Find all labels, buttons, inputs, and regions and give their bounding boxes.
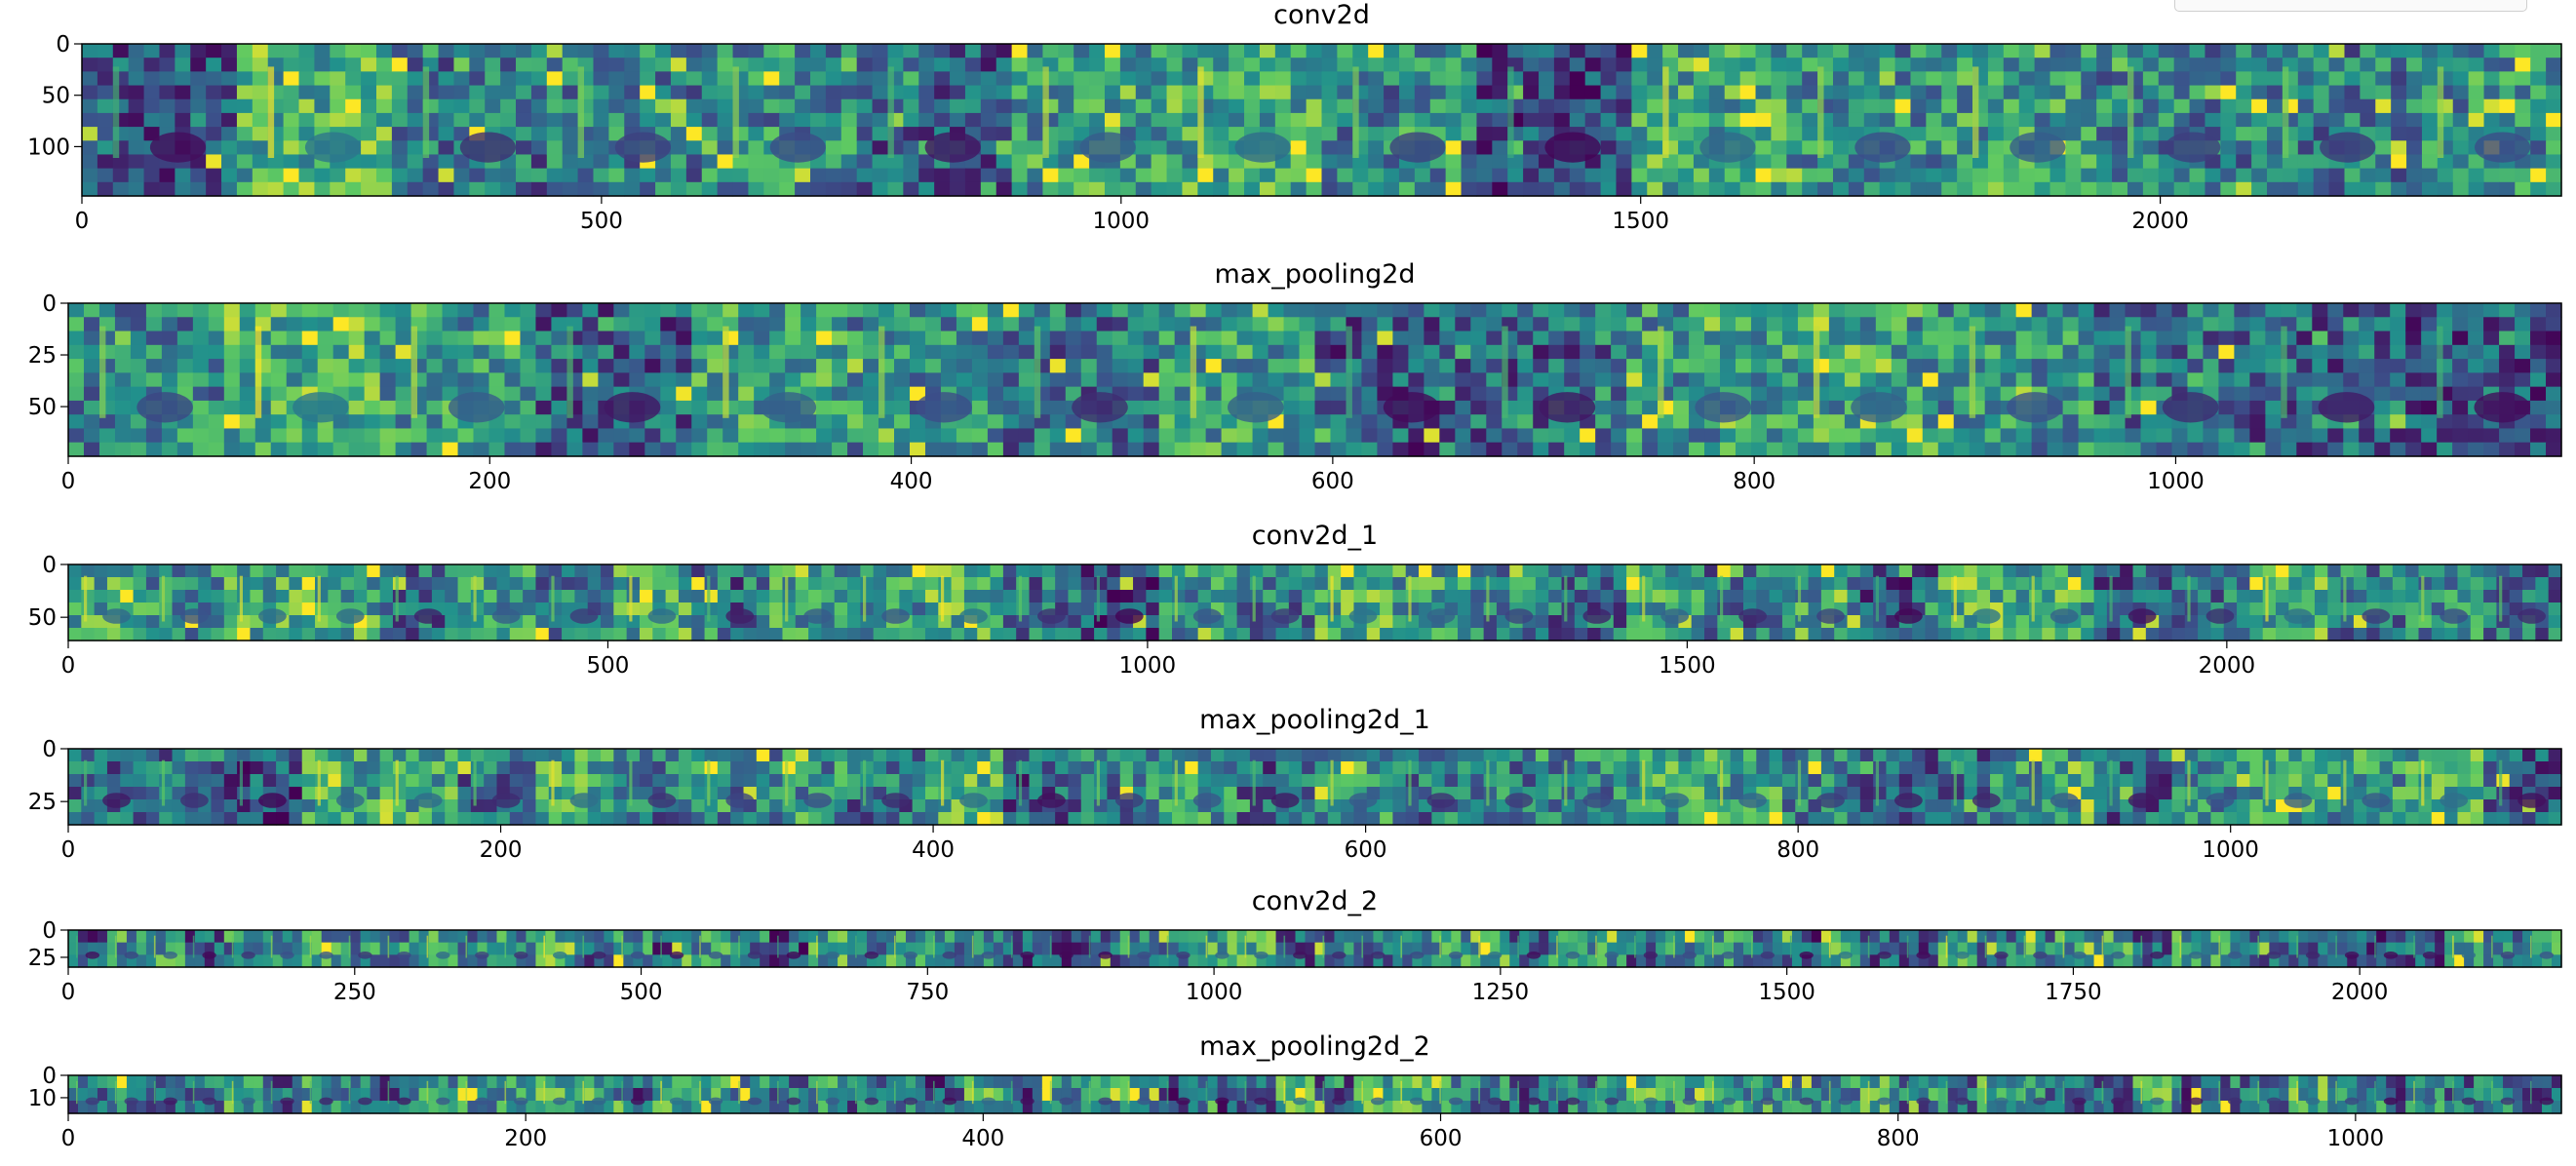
x-tick-label: 400: [912, 837, 955, 863]
y-tick-label: 0: [42, 918, 57, 944]
panel-conv2d: conv2d 0 500 1000 1500 2000 0 50 100: [27, 0, 2562, 234]
x-tick-label: 1500: [1758, 980, 1815, 1005]
x-tick-label: 750: [906, 980, 949, 1005]
x-tick-label: 600: [1345, 837, 1387, 863]
x-tick-label: 1000: [1186, 980, 1243, 1005]
x-tick-label: 1000: [1119, 653, 1177, 679]
axes-frame: [67, 1074, 2562, 1114]
x-tick-label: 1250: [1472, 980, 1530, 1005]
axes-frame: [67, 564, 2562, 641]
panel-conv2d_2: conv2d_2 0 250 500 750 1000 1250 1500 1750 2000 02…: [28, 886, 2562, 1005]
x-tick-label: 1500: [1612, 209, 1669, 234]
feature-map-image: [68, 564, 2562, 641]
x-tick-label: 2000: [2331, 980, 2389, 1005]
x-tick-label: 600: [1311, 469, 1354, 494]
y-tick-label: 25: [28, 343, 57, 369]
axes-frame: [67, 748, 2562, 826]
axes-frame: [81, 43, 2562, 197]
x-tick-label: 0: [61, 837, 76, 863]
y-tick-label: 50: [28, 605, 57, 631]
x-tick-label: 400: [961, 1126, 1004, 1151]
panel-title: conv2d_2: [1252, 886, 1378, 916]
x-tick-label: 200: [504, 1126, 547, 1151]
x-tick-label: 1000: [2202, 837, 2259, 863]
x-tick-label: 1000: [2327, 1126, 2385, 1151]
x-tick-label: 200: [468, 469, 511, 494]
y-tick-label: 50: [42, 84, 70, 109]
panel-title: conv2d: [1273, 0, 1370, 30]
panel-max_pooling2d: max_pooling2d 0 200 400 600 800 1000 0 25 50: [28, 259, 2562, 494]
x-tick-label: 500: [587, 653, 630, 679]
figure-toolbar[interactable]: [2174, 0, 2527, 12]
x-tick-label: 400: [890, 469, 933, 494]
x-tick-label: 800: [1733, 469, 1776, 494]
panel-max_pooling2d_2: max_pooling2d_2 0 200 400 600 800 1000 010: [28, 1031, 2562, 1151]
y-tick-label: 0: [42, 737, 57, 762]
x-tick-label: 250: [333, 980, 376, 1005]
y-tick-label: 10: [28, 1086, 57, 1111]
x-tick-label: 0: [61, 980, 76, 1005]
y-tick-label: 25: [28, 946, 57, 971]
x-tick-label: 0: [75, 209, 90, 234]
x-tick-label: 0: [61, 1126, 76, 1151]
y-tick-label: 0: [56, 32, 70, 58]
x-tick-label: 2000: [2199, 653, 2256, 679]
x-tick-label: 500: [620, 980, 663, 1005]
x-tick-label: 2000: [2131, 209, 2189, 234]
feature-map-image: [68, 303, 2562, 457]
feature-map-image: [68, 749, 2562, 826]
x-tick-label: 1500: [1659, 653, 1716, 679]
x-tick-label: 0: [61, 653, 76, 679]
axes-frame: [67, 929, 2562, 968]
x-tick-label: 0: [61, 469, 76, 494]
feature-map-image: [68, 930, 2562, 968]
x-tick-label: 1000: [1093, 209, 1151, 234]
x-tick-label: 800: [1877, 1126, 1920, 1151]
x-tick-label: 800: [1776, 837, 1819, 863]
y-tick-label: 0: [42, 1064, 57, 1089]
x-tick-label: 1000: [2147, 469, 2205, 494]
axes-frame: [67, 302, 2562, 457]
y-tick-label: 25: [28, 790, 57, 815]
y-tick-label: 0: [42, 292, 57, 317]
panel-title: conv2d_1: [1252, 521, 1378, 551]
y-tick-label: 0: [42, 553, 57, 578]
y-tick-label: 50: [28, 395, 57, 420]
y-tick-label: 100: [27, 135, 70, 160]
feature-map-image: [68, 1075, 2562, 1114]
feature-map-image: [82, 44, 2562, 197]
panel-title: max_pooling2d_2: [1199, 1031, 1430, 1062]
panel-title: max_pooling2d: [1214, 259, 1415, 290]
panel-title: max_pooling2d_1: [1199, 705, 1430, 735]
x-tick-label: 1750: [2045, 980, 2102, 1005]
x-tick-label: 600: [1420, 1126, 1463, 1151]
x-tick-label: 500: [580, 209, 623, 234]
x-tick-label: 200: [480, 837, 523, 863]
